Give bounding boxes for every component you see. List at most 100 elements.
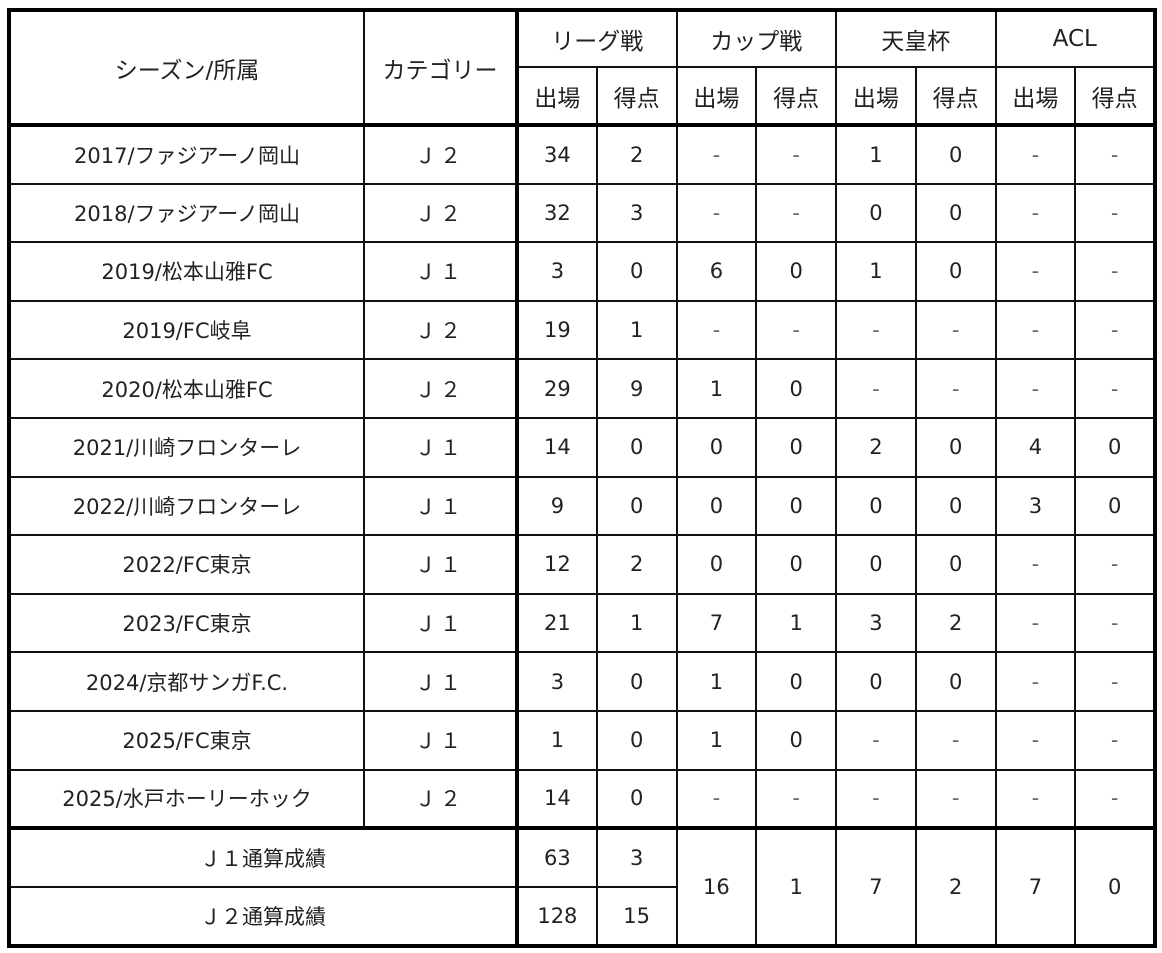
season-club-cell: 2022/FC東京	[8, 534, 365, 595]
header-acl-goals: 得点	[1074, 66, 1157, 127]
acl-apps-cell: -	[994, 124, 1077, 185]
acl-goals-cell: -	[1074, 124, 1157, 185]
cup-apps-cell: -	[675, 124, 758, 185]
acl-goals-cell: -	[1074, 241, 1157, 302]
header-acl-apps: 出場	[994, 66, 1077, 127]
total-cup-goals: 1	[755, 827, 837, 948]
season-club-cell: 2021/川崎フロンターレ	[8, 416, 365, 478]
total-j1-league-goals: 3	[595, 827, 678, 889]
table-row: 2018/ファジアーノ岡山 Ｊ２ 32 3- -0 0- -	[8, 182, 1157, 244]
acl-goals-cell: -	[1074, 182, 1157, 244]
cup-apps-cell: -	[675, 299, 758, 361]
cup-apps-cell: 1	[675, 651, 758, 712]
league-goals-cell: 1	[595, 592, 678, 654]
emperors-goals-cell: -	[914, 709, 997, 771]
cup-goals-cell: -	[755, 768, 837, 831]
acl-goals-cell: -	[1074, 534, 1157, 595]
season-club-cell: 2023/FC東京	[8, 592, 365, 654]
acl-apps-cell: -	[994, 241, 1077, 302]
league-apps-cell: 14	[515, 416, 598, 478]
category-cell: Ｊ１	[363, 416, 518, 478]
emperors-goals-cell: 0	[914, 124, 997, 185]
season-club-cell: 2020/松本山雅FC	[8, 358, 365, 419]
cup-apps-cell: 0	[675, 416, 758, 478]
league-goals-cell: 2	[595, 534, 678, 595]
cup-apps-cell: 0	[675, 475, 758, 537]
total-j2-league-apps: 128	[515, 886, 598, 948]
league-apps-cell: 3	[515, 651, 598, 712]
cup-apps-cell: 6	[675, 241, 758, 302]
league-apps-cell: 9	[515, 475, 598, 537]
category-cell: Ｊ２	[363, 768, 518, 831]
emperors-apps-cell: 1	[835, 241, 917, 302]
table-row: 2019/FC岐阜 Ｊ２ 19 1- - - - - -	[8, 299, 1157, 361]
header-row-sub: 出場 得点 出場 得点 出場 得点 出場 得点	[9, 66, 1157, 127]
acl-goals-cell: 0	[1074, 416, 1157, 478]
table-row: 2023/FC東京 Ｊ１ 21 1 7 1 3 2- -	[8, 592, 1157, 654]
header-category: カテゴリー	[363, 9, 518, 127]
league-goals-cell: 2	[595, 124, 678, 185]
acl-goals-cell: -	[1074, 299, 1157, 361]
table-row: 2022/川崎フロンターレ Ｊ１ 9 0 0 0 0 0 3 0	[8, 475, 1157, 537]
acl-goals-cell: -	[1074, 651, 1157, 712]
total-j1-label: Ｊ１通算成績	[8, 827, 518, 889]
cup-goals-cell: -	[755, 124, 837, 185]
acl-goals-cell: -	[1074, 592, 1157, 654]
acl-apps-cell: -	[994, 709, 1077, 771]
emperors-goals-cell: 0	[914, 651, 997, 712]
category-cell: Ｊ１	[363, 534, 518, 595]
table-row: 2025/水戸ホーリーホック Ｊ２ 14 0- - - - - -	[8, 768, 1157, 831]
table-row: 2021/川崎フロンターレ Ｊ１ 14 0 0 0 2 0 4 0	[8, 416, 1157, 478]
total-emperors-goals: 2	[914, 827, 997, 948]
league-apps-cell: 14	[515, 768, 598, 831]
league-apps-cell: 32	[515, 182, 598, 244]
table-body: 2017/ファジアーノ岡山 Ｊ２ 34 2- -1 0- -2018/ファジアーノ岡山 Ｊ２ 3…	[8, 124, 1157, 831]
acl-apps-cell: -	[994, 768, 1077, 831]
emperors-goals-cell: 0	[914, 534, 997, 595]
league-apps-cell: 3	[515, 241, 598, 302]
league-apps-cell: 12	[515, 534, 598, 595]
cup-apps-cell: 1	[675, 358, 758, 419]
category-cell: Ｊ２	[363, 182, 518, 244]
league-goals-cell: 3	[595, 182, 678, 244]
acl-apps-cell: -	[994, 534, 1077, 595]
league-apps-cell: 1	[515, 709, 598, 771]
acl-apps-cell: 4	[994, 416, 1077, 478]
emperors-goals-cell: 0	[914, 416, 997, 478]
table-row: 2020/松本山雅FC Ｊ２ 29 9 1 0- - - -	[8, 358, 1157, 419]
acl-apps-cell: -	[994, 182, 1077, 244]
header-emperors-apps: 出場	[835, 66, 917, 127]
category-cell: Ｊ２	[363, 124, 518, 185]
header-emperors-cup: 天皇杯	[835, 9, 997, 68]
emperors-apps-cell: 1	[835, 124, 917, 185]
emperors-apps-cell: 0	[835, 475, 917, 537]
total-j2-league-goals: 15	[595, 886, 678, 948]
season-club-cell: 2024/京都サンガF.C.	[8, 651, 365, 712]
cup-goals-cell: 0	[755, 709, 837, 771]
league-apps-cell: 29	[515, 358, 598, 419]
total-acl-apps: 7	[994, 827, 1077, 948]
league-goals-cell: 0	[595, 475, 678, 537]
league-goals-cell: 1	[595, 299, 678, 361]
header-season: シーズン/所属	[8, 9, 365, 127]
cup-goals-cell: 0	[755, 241, 837, 302]
category-cell: Ｊ１	[363, 651, 518, 712]
emperors-goals-cell: 0	[914, 241, 997, 302]
emperors-apps-cell: 0	[835, 182, 917, 244]
header-acl: ACL	[994, 9, 1157, 68]
emperors-goals-cell: -	[914, 358, 997, 419]
emperors-apps-cell: 2	[835, 416, 917, 478]
emperors-apps-cell: -	[835, 358, 917, 419]
totals-section: Ｊ１通算成績 63 3 16 1 7 2 7 0 Ｊ２通算成績 128 15	[8, 827, 1157, 948]
table-row: 2025/FC東京 Ｊ１ 1 0 1 0- - - -	[8, 709, 1157, 771]
header-cup-apps: 出場	[675, 66, 758, 127]
player-stats-table: シーズン/所属 カテゴリー リーグ戦 カップ戦 天皇杯 ACL 出場 得点 出場…	[7, 8, 1158, 949]
emperors-goals-cell: 0	[914, 182, 997, 244]
season-club-cell: 2025/FC東京	[8, 709, 365, 771]
league-goals-cell: 0	[595, 709, 678, 771]
cup-goals-cell: 0	[755, 475, 837, 537]
cup-goals-cell: 0	[755, 358, 837, 419]
total-j1-league-apps: 63	[515, 827, 598, 889]
acl-apps-cell: -	[994, 651, 1077, 712]
totals-row-j1: Ｊ１通算成績 63 3 16 1 7 2 7 0	[8, 827, 1157, 948]
